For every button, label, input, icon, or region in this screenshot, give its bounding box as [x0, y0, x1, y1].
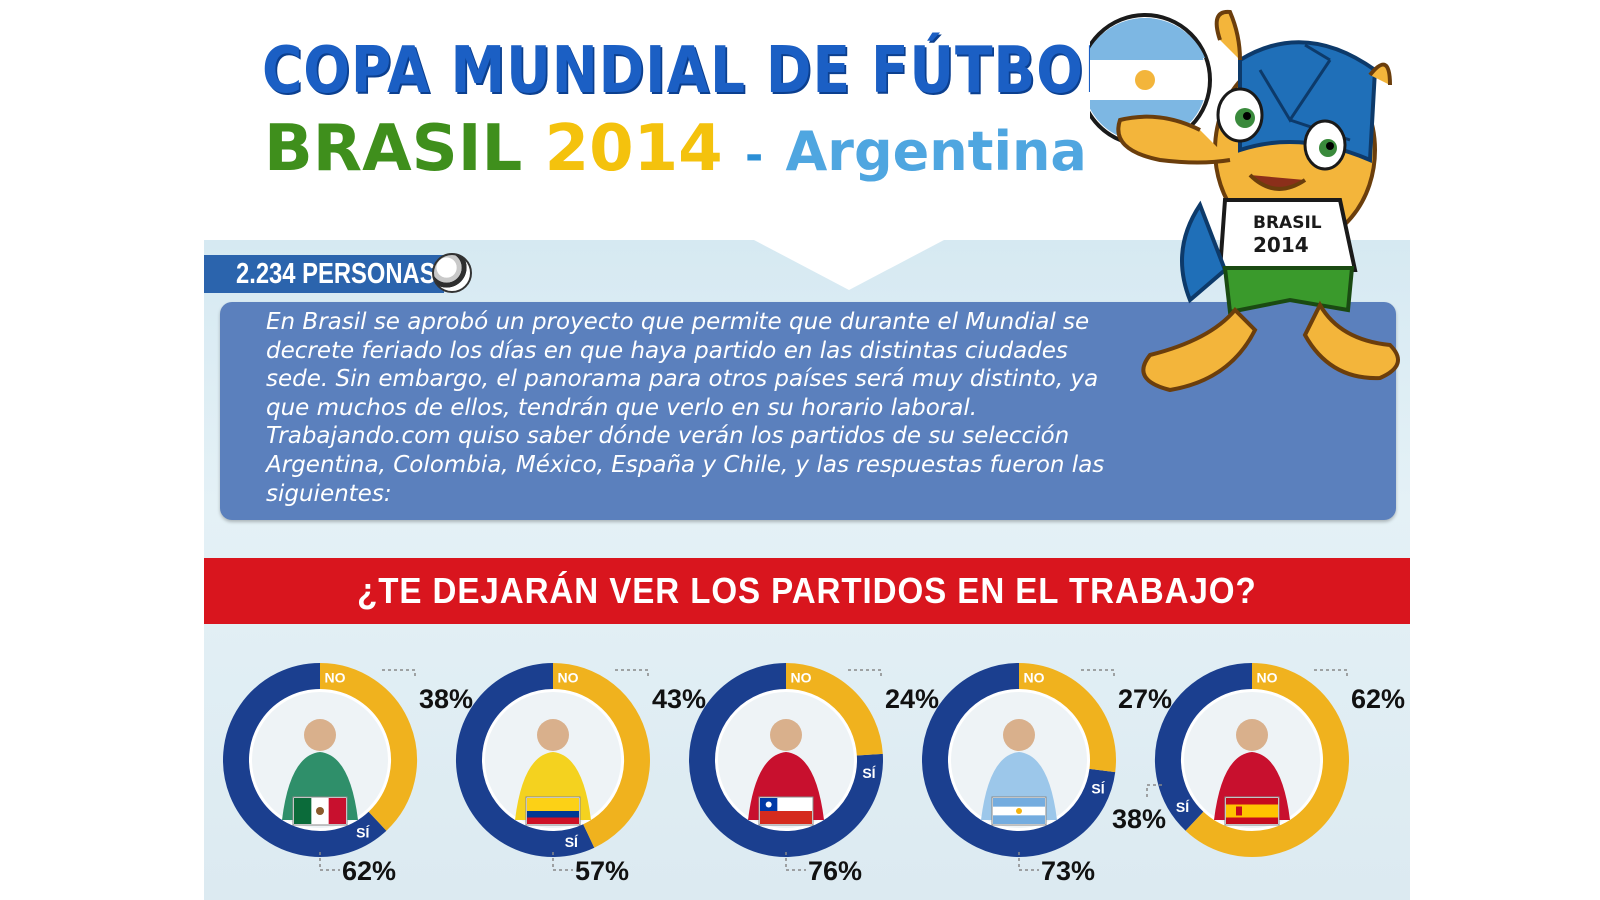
donut-chile: NO SÍ 24% 76% [689, 663, 939, 886]
soccer-ball-icon [432, 253, 472, 293]
no-percent-label: 27% [1118, 684, 1172, 714]
player-head [304, 719, 336, 751]
si-percent-label: 73% [1041, 856, 1095, 886]
no-ring-label: NO [558, 669, 579, 685]
donut-slice-si [456, 663, 595, 857]
argentina-flag-icon [991, 796, 1047, 826]
mexico-flag-icon [292, 796, 348, 826]
no-percent-label: 24% [885, 684, 939, 714]
panel-notch [754, 240, 944, 290]
si-percent-label: 38% [1112, 804, 1166, 834]
donut-espana: NO SÍ 62% 38% [1112, 663, 1405, 857]
donut-colombia: NO SÍ 43% 57% [456, 663, 706, 886]
donut-argentina: NO SÍ 27% 73% [922, 663, 1172, 886]
donut-slice-no [552, 663, 650, 848]
subtitle-year: 2014 [544, 112, 723, 186]
si-percent-label: 57% [575, 856, 629, 886]
subtitle-country: Argentina [785, 120, 1087, 183]
no-leader-line [1081, 669, 1115, 678]
no-ring-label: NO [325, 669, 346, 685]
player-head [537, 719, 569, 751]
si-ring-label: SÍ [1091, 780, 1105, 796]
si-leader-line [1018, 852, 1039, 871]
donut-slice-no [1018, 663, 1116, 773]
no-percent-label: 62% [1351, 684, 1405, 714]
subtitle-brasil: BRASIL [264, 112, 523, 186]
si-ring-label: SÍ [356, 824, 370, 840]
donut-slice-no [319, 663, 417, 831]
chile-flag-icon [758, 796, 814, 826]
mascot-shirt-year: 2014 [1253, 233, 1309, 257]
colombia-flag-icon [525, 796, 581, 826]
donut-slice-si [689, 663, 883, 857]
donut-slice-no [1185, 663, 1349, 857]
si-leader-line [319, 852, 340, 871]
no-leader-line [615, 669, 649, 678]
si-percent-label: 62% [342, 856, 396, 886]
player-head [1003, 719, 1035, 751]
si-leader-line [785, 852, 806, 871]
intro-text: En Brasil se aprobó un proyecto que perm… [266, 309, 1105, 507]
player-head [1236, 719, 1268, 751]
mascot-shirt-brasil: BRASIL [1253, 213, 1322, 233]
si-ring-label: SÍ [1176, 799, 1190, 815]
no-ring-label: NO [791, 669, 812, 685]
no-ring-label: NO [1024, 669, 1045, 685]
si-ring-label: SÍ [565, 834, 579, 850]
donut-slice-si [1155, 663, 1253, 831]
sample-size-label: 2.234 PERSONAS [236, 258, 436, 290]
main-title: COPA MUNDIAL DE FÚTBOL [262, 34, 1120, 108]
no-leader-line [1314, 669, 1348, 678]
donut-slice-si [922, 663, 1116, 857]
si-leader-line [1146, 784, 1162, 800]
si-leader-line [552, 852, 573, 871]
si-percent-label: 76% [808, 856, 862, 886]
donut-slice-no [785, 663, 883, 756]
no-ring-label: NO [1257, 669, 1278, 685]
donut-mexico: NO SÍ 38% 62% [223, 663, 473, 886]
question-text: ¿TE DEJARÁN VER LOS PARTIDOS EN EL TRABA… [357, 570, 1257, 611]
no-leader-line [848, 669, 882, 678]
player-head [770, 719, 802, 751]
sample-size-pill: 2.234 PERSONAS [204, 255, 444, 293]
question-banner: ¿TE DEJARÁN VER LOS PARTIDOS EN EL TRABA… [204, 558, 1410, 624]
no-leader-line [382, 669, 416, 678]
subtitle-dash: - [744, 130, 764, 181]
no-percent-label: 38% [419, 684, 473, 714]
armadillo-mascot-icon: BRASIL 2014 [1090, 9, 1400, 393]
subtitle: BRASIL 2014 - Argentina [264, 112, 1087, 186]
spain-flag-icon [1224, 796, 1280, 826]
si-ring-label: SÍ [862, 765, 876, 781]
donut-slice-si [223, 663, 387, 857]
no-percent-label: 43% [652, 684, 706, 714]
